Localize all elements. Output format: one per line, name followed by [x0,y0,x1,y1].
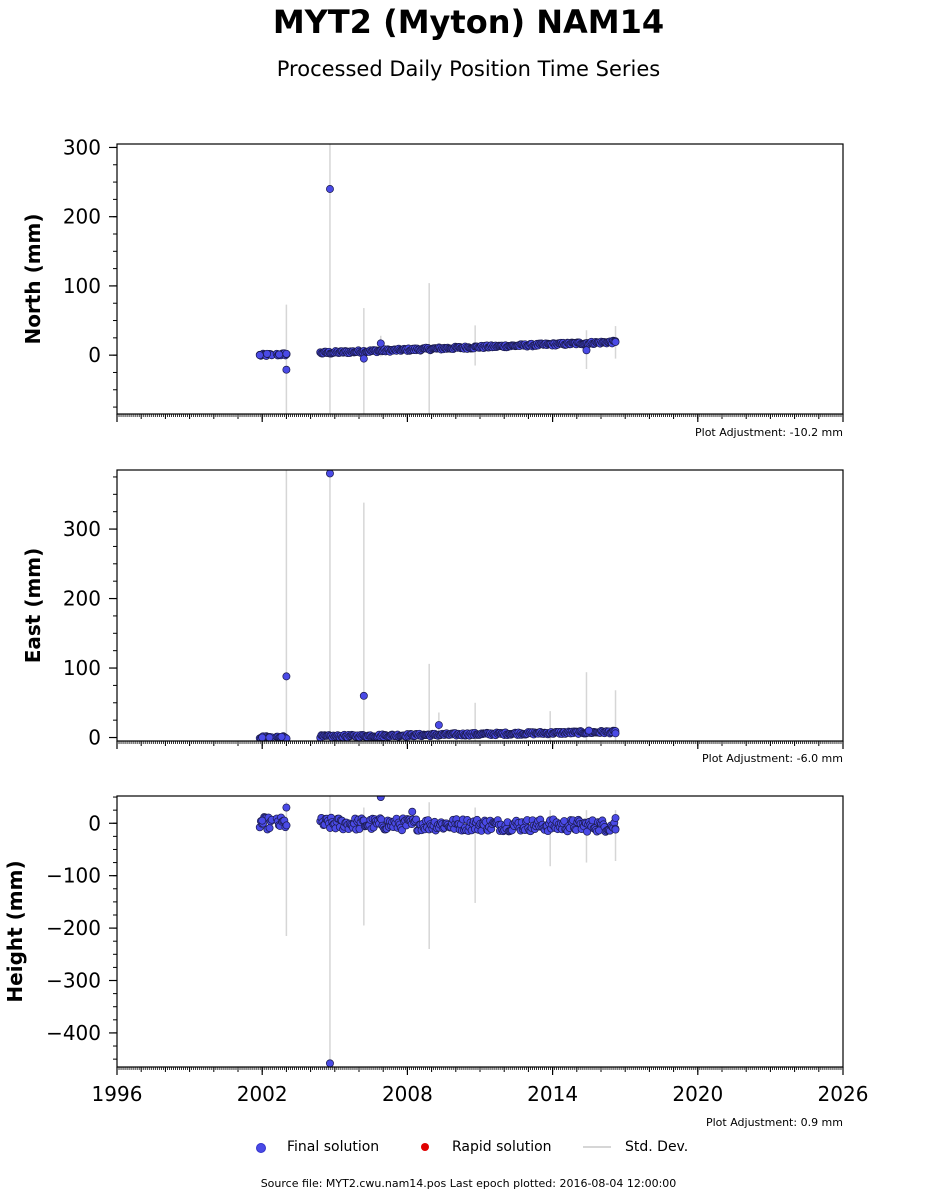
legend-std-label: Std. Dev. [625,1139,689,1155]
chart-subtitle: Processed Daily Position Time Series [276,57,661,81]
final-solution-point [359,354,368,363]
final-solution-point [359,691,368,700]
source-footer: Source file: MYT2.cwu.nam14.pos Last epo… [260,1177,677,1190]
y-tick-label: 100 [63,274,101,298]
final-solution-point [434,721,443,729]
y-tick-label: 300 [63,517,101,541]
y-axis-label: East (mm) [21,548,45,664]
y-tick-label: 100 [63,656,101,680]
final-solution-point [263,349,271,358]
final-solution-point [282,821,291,830]
plot-adjustment-note: Plot Adjustment: 0.9 mm [706,1116,843,1129]
final-solution-point [282,803,291,812]
y-axis-label: Height (mm) [3,860,27,1002]
chart-title: MYT2 (Myton) NAM14 [272,3,665,41]
legend-final-label: Final solution [287,1139,380,1155]
final-solution-point [611,729,620,738]
final-solution-point [265,733,274,741]
final-solution-point [582,346,591,355]
final-solution-point [326,185,334,193]
plot-adjustment-note: Plot Adjustment: -6.0 mm [702,752,843,765]
y-axis-label: North (mm) [21,213,45,344]
x-tick-label: 2014 [527,1082,578,1106]
final-solution-point [611,338,620,346]
final-solution-point [258,733,267,741]
y-tick-label: 200 [63,205,101,229]
y-tick-label: −400 [46,1021,101,1045]
final-solution-point [265,824,274,832]
y-tick-label: 0 [88,726,101,750]
final-solution-point [398,826,406,835]
final-solution-point [376,339,385,348]
plot-area [255,470,620,741]
final-solution-point [611,825,620,834]
plot-area [255,144,620,414]
chart-panel-0: 0 100 200 300 North (mm) Plot Adjustment: -10… [21,135,844,439]
final-marker-icon [256,1143,266,1153]
final-solution-point [282,349,291,358]
final-solution-point [584,726,593,735]
y-tick-label: 200 [63,587,101,611]
legend-rapid-label: Rapid solution [452,1139,552,1155]
final-solution-point [376,796,385,801]
x-tick-label: 2008 [382,1082,433,1106]
final-solution-point [611,814,620,822]
y-tick-label: −200 [46,916,101,940]
final-solution-point [326,1059,334,1067]
chart-panel-1: 0 100 200 300 East (mm) Plot Adjustment: -6.0… [21,469,844,765]
final-solution-point [377,815,386,824]
final-solution-point [326,470,334,478]
plot-adjustment-note: Plot Adjustment: -10.2 mm [695,426,843,439]
x-tick-label: 1996 [92,1082,143,1106]
final-solution-point [282,672,291,681]
plot-area [255,796,620,1067]
y-tick-label: 0 [88,343,101,367]
x-tick-label: 2002 [237,1082,288,1106]
plot-frame [116,143,844,415]
y-tick-label: 0 [88,811,101,835]
final-solution-point [255,351,264,360]
x-tick-label: 2020 [672,1082,723,1106]
y-tick-label: 300 [63,135,101,159]
plot-frame [116,795,844,1068]
final-solution-point [282,365,291,374]
std-line-icon [583,1146,611,1148]
final-solution-point [258,816,267,825]
final-solution-point [275,350,284,359]
plot-frame [116,469,844,742]
final-solution-point [277,732,286,741]
final-solution-point [408,807,417,816]
y-tick-label: −300 [46,969,101,993]
rapid-marker-icon [421,1143,429,1151]
y-tick-label: −100 [46,864,101,888]
chart-panel-2: 1996 2002 2008 2014 2020 2026 0 −100 −200 −300 −40… [3,795,869,1129]
x-tick-label: 2026 [818,1082,869,1106]
